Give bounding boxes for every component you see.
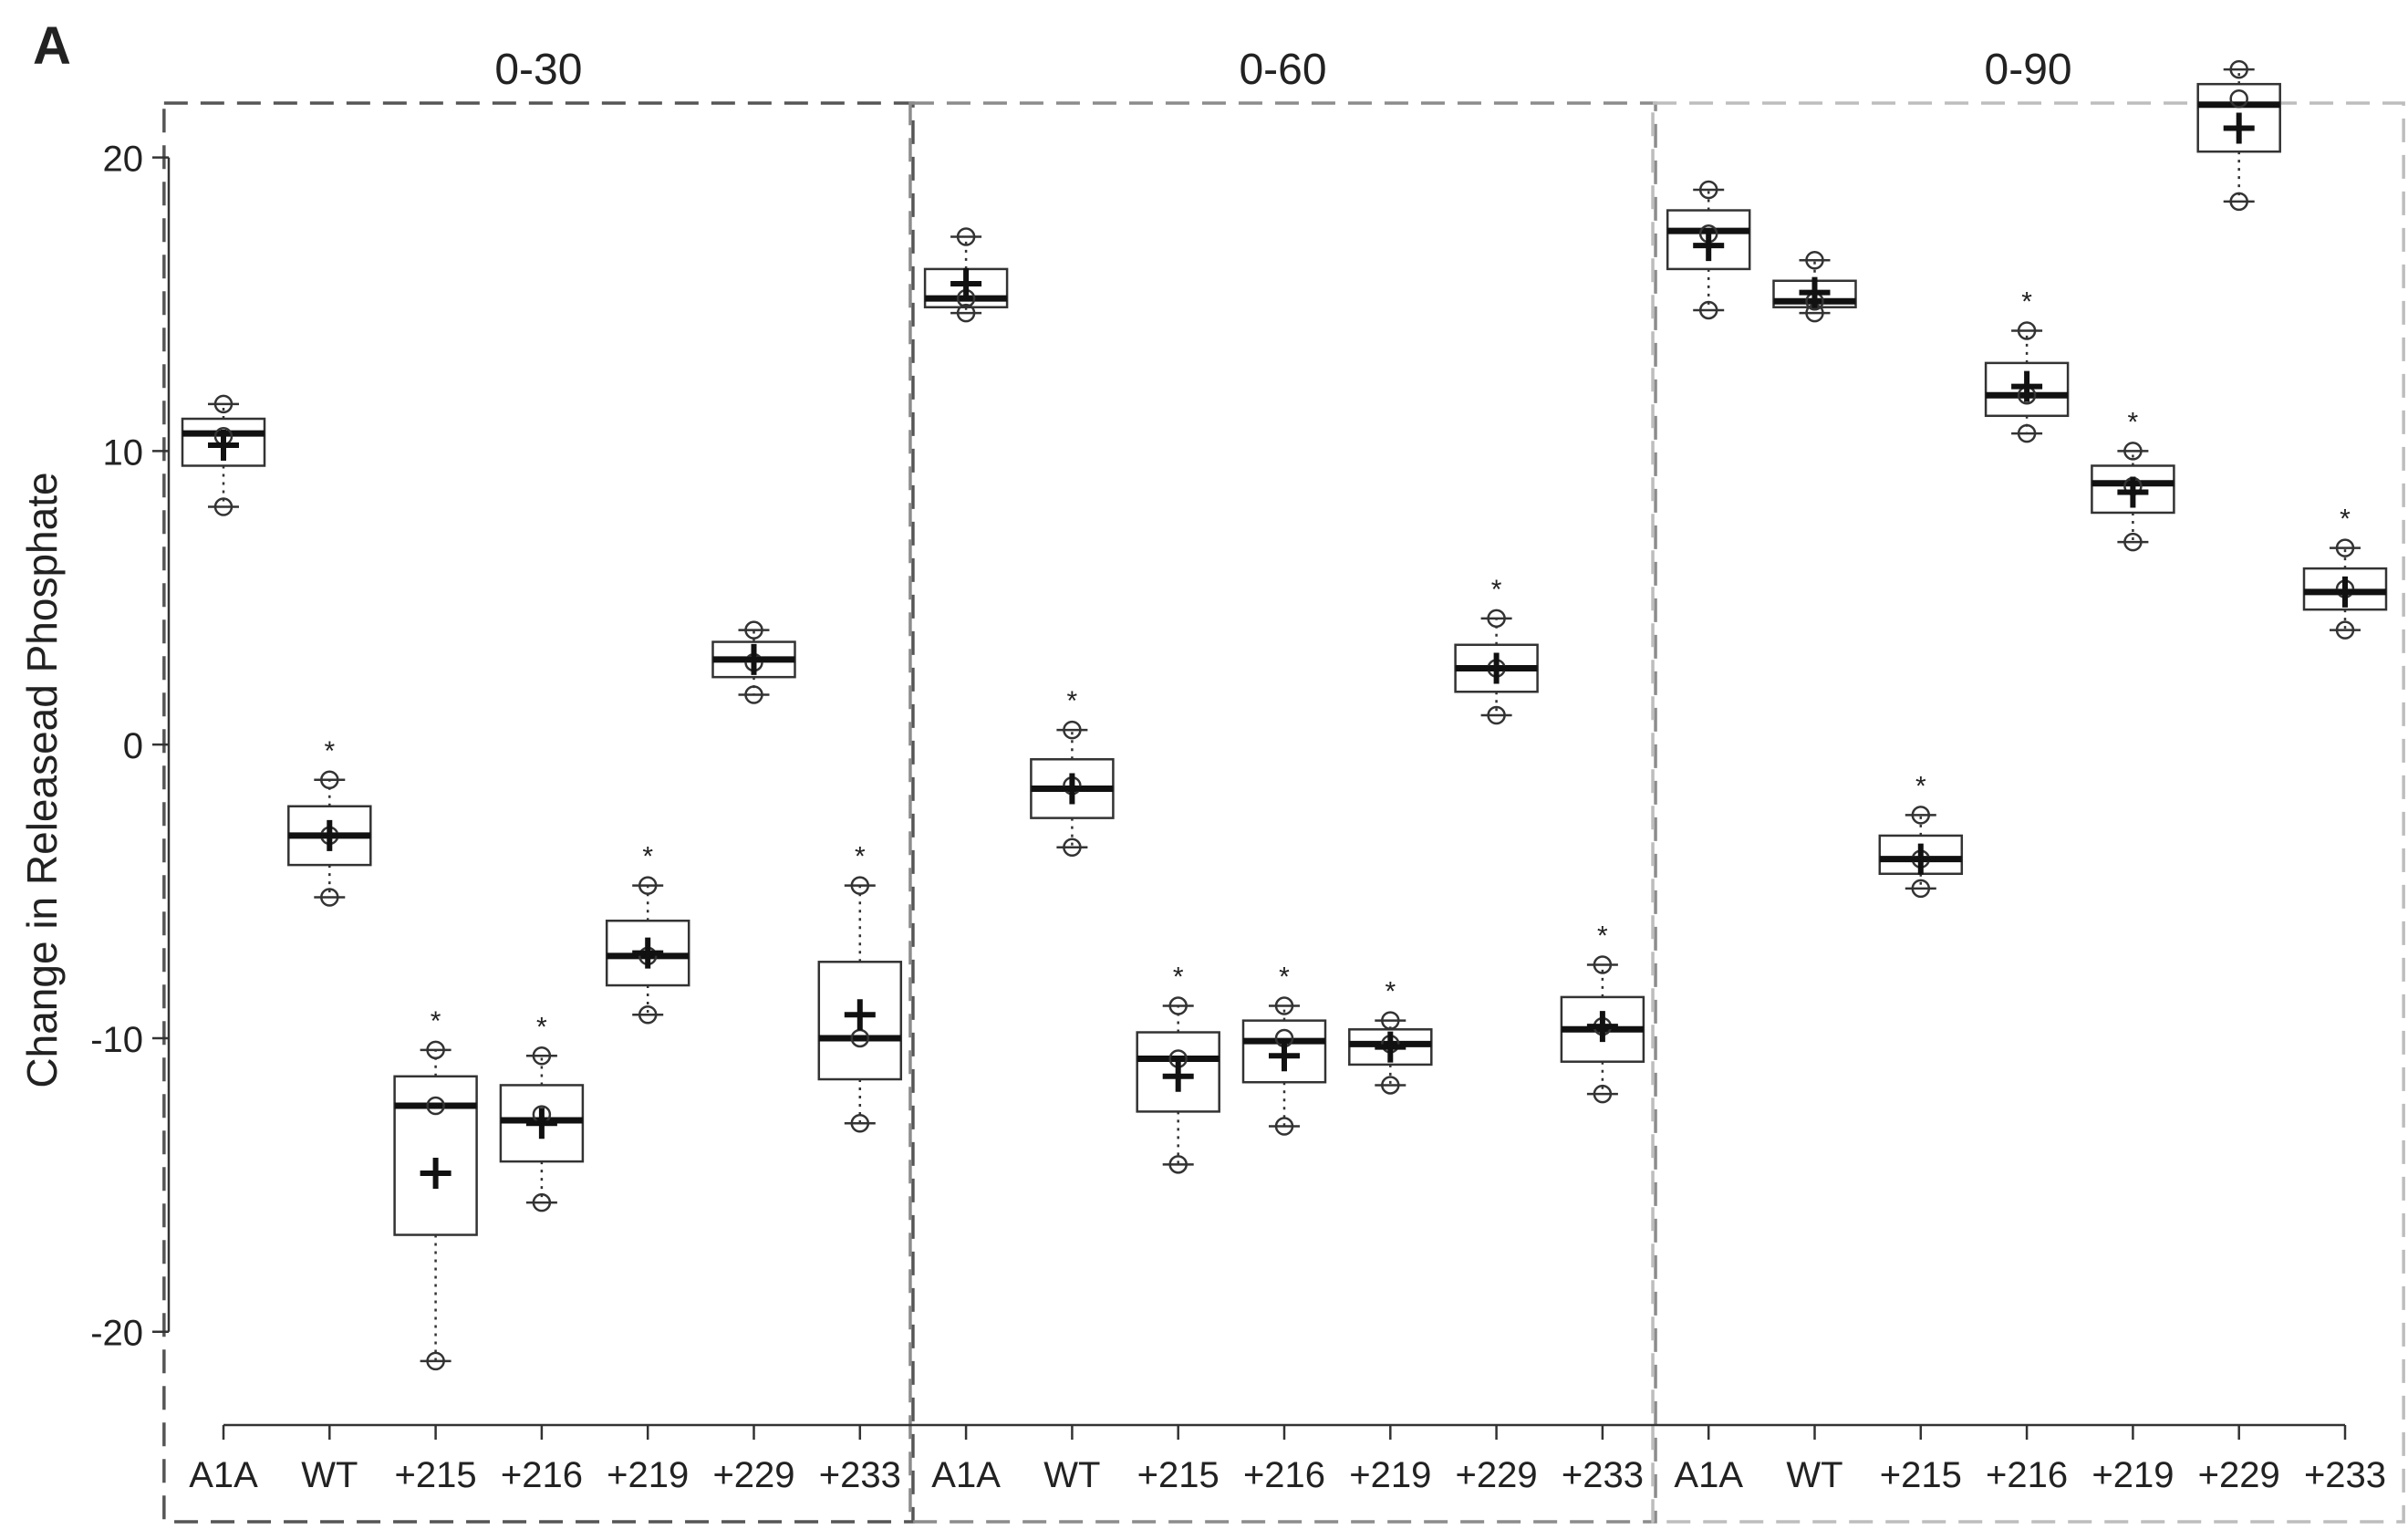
data-point <box>1698 180 1718 200</box>
data-point <box>2229 192 2248 212</box>
data-point <box>532 1192 552 1212</box>
data-point <box>2123 532 2143 552</box>
x-tick-label: WT <box>301 1455 358 1495</box>
data-point <box>2017 321 2037 340</box>
data-point <box>1168 996 1188 1015</box>
data-point <box>2229 89 2248 109</box>
significance-marker: * <box>1597 921 1608 952</box>
data-point <box>850 1114 870 1133</box>
significance-marker: * <box>1173 962 1184 993</box>
significance-marker: * <box>1279 962 1290 993</box>
x-tick-label: A1A <box>189 1455 258 1495</box>
data-point <box>426 1096 445 1116</box>
data-point <box>1063 838 1082 858</box>
data-point <box>213 497 234 516</box>
x-tick-label: +216 <box>1243 1455 1325 1495</box>
data-point <box>850 876 870 895</box>
data-point <box>2123 442 2143 461</box>
x-tick-label: A1A <box>931 1455 1001 1495</box>
x-tick-label: WT <box>1786 1455 1842 1495</box>
data-point <box>320 770 339 790</box>
data-point <box>1168 1155 1188 1174</box>
significance-marker: * <box>2128 407 2139 437</box>
data-point <box>956 227 976 246</box>
group-frame-0-30 <box>162 101 915 1524</box>
y-tick-label: -20 <box>90 1314 143 1354</box>
data-point <box>426 1351 445 1371</box>
data-point <box>1698 300 1718 320</box>
x-tick-label: +219 <box>607 1455 689 1495</box>
significance-marker: * <box>642 842 653 872</box>
y-tick-label: -10 <box>90 1020 143 1060</box>
data-point <box>1381 1011 1400 1030</box>
data-point <box>638 876 658 895</box>
y-tick-label: 10 <box>103 432 144 473</box>
y-tick-label: 0 <box>123 726 143 766</box>
data-point <box>213 394 234 414</box>
data-point <box>1487 609 1506 629</box>
y-axis-label: Change in Releasead Phosphate <box>18 472 66 1087</box>
data-point <box>1805 250 1824 270</box>
significance-marker: * <box>324 736 335 766</box>
data-point <box>426 1040 445 1060</box>
panel-label: A <box>33 16 71 76</box>
data-point <box>1274 996 1294 1015</box>
significance-marker: * <box>1385 977 1396 1007</box>
significance-marker: * <box>2340 505 2351 535</box>
x-tick-label: +233 <box>2304 1455 2386 1495</box>
significance-marker: * <box>2021 286 2032 317</box>
group-title: 0-90 <box>1985 46 2072 94</box>
x-tick-label: +216 <box>1986 1455 2068 1495</box>
group-frame-0-90 <box>1651 101 2405 1524</box>
data-point <box>1911 879 1931 899</box>
y-tick-label: 20 <box>103 140 144 180</box>
group-frame-0-60 <box>908 101 1657 1524</box>
data-point <box>1487 705 1506 725</box>
x-tick-label: +229 <box>2198 1455 2280 1495</box>
data-point <box>320 888 339 907</box>
significance-marker: * <box>431 1006 441 1036</box>
group-title: 0-30 <box>494 46 582 94</box>
data-point <box>1274 1117 1294 1136</box>
significance-marker: * <box>536 1012 547 1042</box>
data-point <box>638 1004 658 1025</box>
x-tick-label: +233 <box>1562 1455 1644 1495</box>
x-tick-label: +233 <box>819 1455 901 1495</box>
data-point <box>956 303 976 323</box>
x-tick-label: +215 <box>1880 1455 1962 1495</box>
data-point <box>2335 538 2355 557</box>
data-point <box>1381 1076 1400 1095</box>
significance-marker: * <box>1491 575 1502 605</box>
x-tick-label: +216 <box>501 1455 583 1495</box>
x-tick-label: +219 <box>1349 1455 1431 1495</box>
significance-marker: * <box>855 842 866 872</box>
data-point <box>1593 1084 1613 1104</box>
data-point <box>2017 423 2037 443</box>
data-point <box>2335 620 2355 640</box>
x-tick-label: +215 <box>1137 1455 1220 1495</box>
data-point <box>1063 720 1082 740</box>
significance-marker: * <box>1067 686 1078 716</box>
box-iqr <box>393 1075 478 1236</box>
x-tick-label: +229 <box>1456 1455 1538 1495</box>
x-tick-label: +215 <box>395 1455 477 1495</box>
data-point <box>1593 955 1613 974</box>
data-point <box>1911 806 1931 825</box>
data-point <box>2229 59 2248 79</box>
group-title: 0-60 <box>1239 46 1326 94</box>
significance-marker: * <box>1915 771 1926 801</box>
x-tick-label: WT <box>1043 1455 1100 1495</box>
x-tick-label: +219 <box>2091 1455 2174 1495</box>
data-point <box>532 1046 552 1066</box>
x-tick-label: +229 <box>712 1455 794 1495</box>
x-tick-label: A1A <box>1674 1455 1743 1495</box>
data-point <box>744 685 763 704</box>
data-point <box>744 620 763 640</box>
